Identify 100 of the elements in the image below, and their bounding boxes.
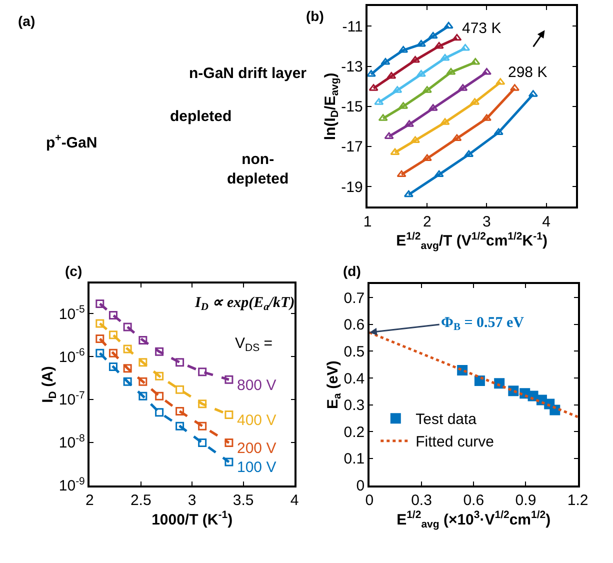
text: p$^{+}$-GaN (46, 132, 98, 152)
legend-label: Test data (416, 411, 478, 428)
x-axis-title: 1000/T (K$^{-1}$) (152, 509, 233, 528)
text: E$^{1/2}$$_{avg}$/T (V$^{1/2}$cm$^{1/2}$K$^{-1}$) (396, 230, 548, 252)
point (155, 347, 164, 356)
x-tick-label: 3 (482, 213, 491, 230)
series-label: 100 V (237, 459, 276, 476)
point (138, 392, 148, 400)
y-tick-label: 0.7 (344, 290, 365, 307)
point (528, 90, 538, 97)
point (410, 56, 420, 63)
annotation: 298 K (508, 64, 548, 81)
point (446, 68, 456, 75)
y-tick-label: -11 (342, 18, 363, 36)
point (96, 300, 104, 308)
y-tick-label: 10$^{-9}$ (58, 475, 86, 495)
annotation: 473 K (462, 20, 502, 37)
point (510, 84, 520, 91)
x-tick-label: 0.3 (411, 492, 432, 510)
point (108, 310, 118, 320)
annotation: I$_{D}$ ∝ exp(E$_{a}$/kT) (194, 295, 295, 314)
point (390, 148, 400, 155)
y-tick-label: -19 (341, 178, 363, 196)
point (428, 104, 438, 111)
x-tick-label: 0.6 (463, 492, 484, 510)
point (176, 407, 184, 416)
point (224, 410, 234, 420)
text: n-GaN drift layer (189, 65, 307, 82)
point (108, 330, 118, 340)
point (434, 170, 444, 178)
point (155, 408, 164, 417)
point (416, 40, 426, 47)
point (123, 364, 132, 373)
x-tick-label: 4 (542, 213, 550, 230)
x-tick-label: 2 (85, 492, 94, 510)
point (224, 458, 234, 466)
point (176, 422, 184, 430)
x-tick-label: 2 (422, 213, 432, 230)
point (434, 42, 444, 49)
point (224, 375, 234, 384)
y-tick-label: 10$^{-5}$ (58, 304, 86, 323)
series-label: 800 V (237, 377, 276, 394)
point (398, 102, 408, 109)
x-tick-label: 3 (188, 492, 196, 510)
series-label: 400 V (237, 412, 276, 429)
point (416, 70, 426, 77)
point (404, 190, 414, 198)
y-tick-label: 0.3 (344, 397, 365, 414)
point (108, 348, 118, 358)
point (496, 78, 506, 85)
point (123, 322, 132, 332)
point (138, 377, 148, 386)
x-tick-label: 4 (290, 492, 299, 510)
point (378, 114, 388, 121)
y-tick-label: -17 (341, 138, 363, 156)
point (396, 170, 406, 178)
point (494, 128, 504, 135)
point (440, 54, 450, 61)
legend-label: Fitted curve (416, 434, 494, 451)
point (96, 348, 104, 358)
x-tick-label: 2.5 (130, 492, 152, 510)
point (368, 70, 376, 77)
y-tick-label: 0.6 (344, 316, 365, 334)
point (464, 150, 474, 158)
point (452, 134, 462, 141)
point (422, 86, 432, 93)
point (458, 84, 468, 91)
point (138, 358, 148, 367)
point (138, 336, 148, 344)
point (470, 98, 480, 105)
point (123, 377, 132, 386)
point (422, 154, 432, 162)
y-tick-label: -13 (341, 58, 363, 76)
chart-title: (d) (343, 263, 361, 279)
point (428, 32, 438, 39)
point (444, 22, 454, 29)
point (176, 358, 184, 367)
text: depleted (170, 108, 232, 125)
y-tick-label: 0 (356, 478, 365, 495)
point (198, 368, 207, 376)
point (392, 86, 402, 93)
point (155, 372, 164, 380)
y-tick-label: 0.5 (344, 343, 365, 360)
point (96, 334, 104, 343)
point (386, 72, 396, 79)
x-tick-label: 0.9 (515, 492, 536, 510)
point (374, 98, 384, 105)
chart-title: (c) (65, 263, 82, 279)
text: non- depleted (227, 151, 289, 188)
y-tick-label: 10$^{-6}$ (58, 346, 86, 366)
point (198, 400, 207, 408)
point (380, 58, 390, 65)
point (224, 438, 234, 448)
x-tick-label: 1.2 (567, 492, 588, 510)
x-tick-label: 3.5 (232, 492, 254, 510)
series-label: 200 V (237, 440, 276, 457)
point (155, 392, 164, 400)
text: (a) (18, 13, 36, 29)
point (440, 118, 450, 125)
point (198, 422, 207, 430)
